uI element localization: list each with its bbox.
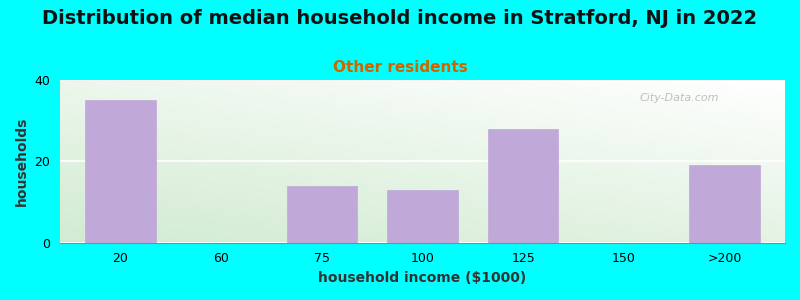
Text: Distribution of median household income in Stratford, NJ in 2022: Distribution of median household income … (42, 9, 758, 28)
Bar (387, 190, 458, 243)
Bar (690, 165, 760, 243)
Text: Other residents: Other residents (333, 60, 467, 75)
Bar (286, 186, 357, 243)
Text: City-Data.com: City-Data.com (640, 93, 719, 103)
X-axis label: household income ($1000): household income ($1000) (318, 271, 526, 285)
Bar (488, 129, 558, 243)
Y-axis label: households: households (15, 117, 29, 206)
Bar (86, 100, 156, 243)
